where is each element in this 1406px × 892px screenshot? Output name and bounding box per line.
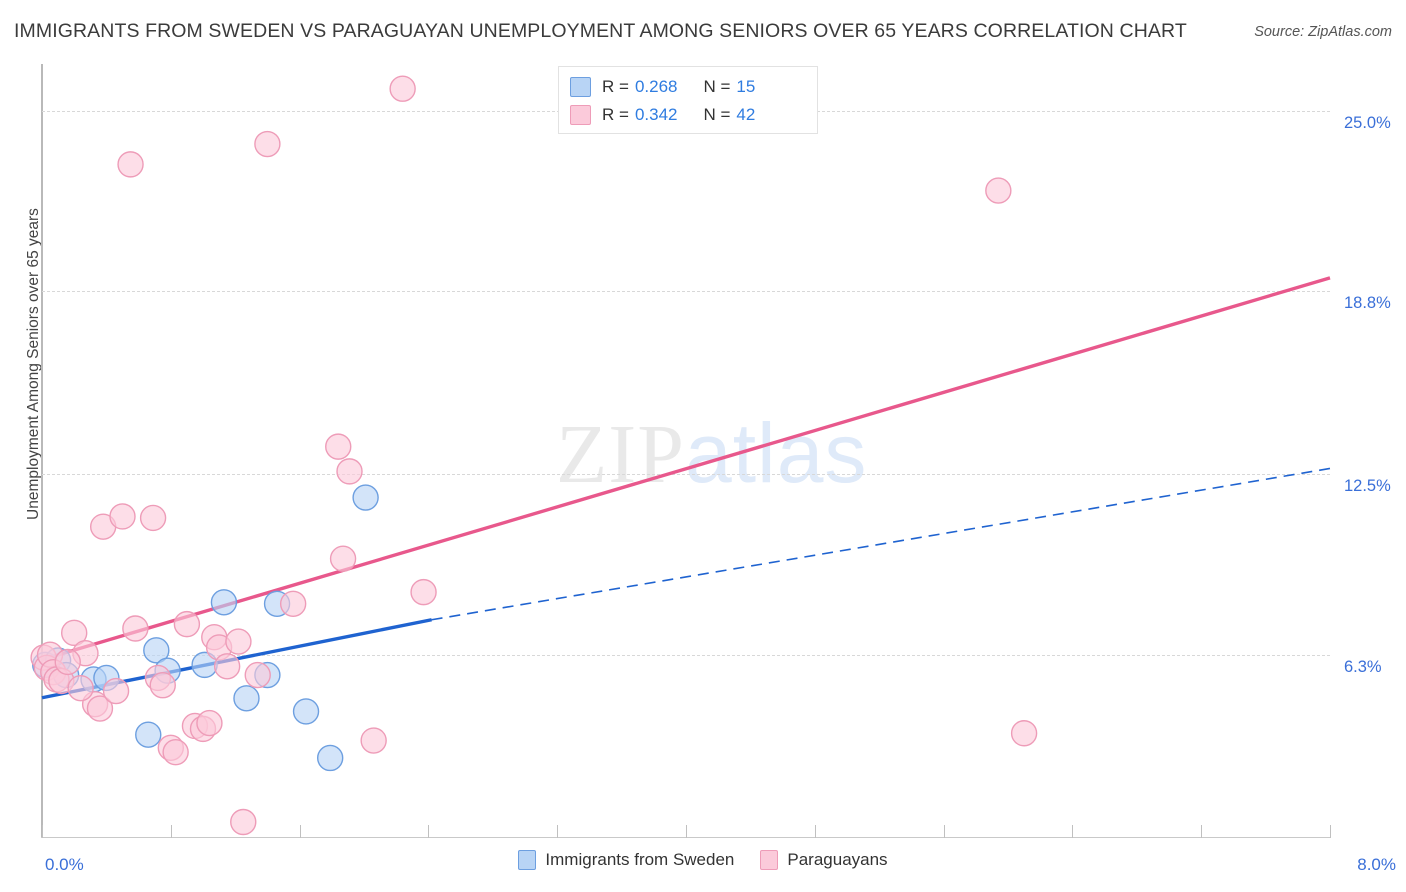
scatter-point (329, 545, 357, 572)
scatter-point (316, 744, 344, 772)
gridline (42, 474, 1330, 476)
legend-item-paraguayans[interactable]: Paraguayans (760, 850, 888, 870)
y-tick-label: 25.0% (1344, 113, 1391, 132)
legend-label-sweden: Immigrants from Sweden (545, 850, 735, 869)
n-value-sweden: 15 (736, 77, 756, 96)
r-value-paraguayans: 0.342 (634, 105, 678, 124)
y-axis-line (41, 64, 43, 838)
gridline (42, 290, 1330, 292)
r-label-paraguayans: R = (602, 105, 629, 124)
correlation-row-paraguayans: R = 0.342 N = 42 (570, 101, 755, 129)
scatter-point (67, 674, 94, 702)
scatter-point (117, 151, 144, 178)
x-tick-mark (557, 825, 559, 838)
page-title: IMMIGRANTS FROM SWEDEN VS PARAGUAYAN UNE… (14, 20, 1187, 42)
scatter-point (225, 628, 252, 655)
scatter-point (196, 709, 223, 737)
scatter-point (233, 685, 260, 712)
r-label-sweden: R = (602, 77, 629, 96)
scatter-point (292, 698, 320, 725)
x-tick-mark (299, 825, 301, 838)
scatter-point (244, 661, 271, 689)
scatter-point (122, 615, 149, 642)
scatter-point (352, 484, 379, 511)
n-value-paraguayans: 42 (736, 105, 756, 124)
source-label: Source: ZipAtlas.com (1254, 24, 1392, 40)
correlation-legend: R = 0.268 N = 15 R = 0.342 N = 42 (558, 66, 818, 134)
scatter-point (213, 653, 241, 680)
y-tick-label: 6.3% (1344, 657, 1382, 676)
scatter-point (210, 589, 238, 616)
scatter-point (109, 503, 136, 530)
scatter-point (230, 808, 257, 836)
scatter-point (389, 75, 416, 102)
scatter-point (86, 695, 114, 722)
n-label-paraguayans: N = (703, 105, 731, 124)
legend-swatch-pink-icon (570, 105, 591, 125)
gridline (42, 654, 1330, 656)
n-label-sweden: N = (703, 77, 731, 96)
scatter-point (985, 177, 1012, 204)
scatter-point (279, 590, 307, 617)
scatter-point (60, 619, 88, 647)
x-tick-mark (814, 825, 816, 838)
x-tick-mark (943, 825, 945, 838)
y-tick-label: 12.5% (1344, 477, 1391, 496)
scatter-point (325, 433, 352, 460)
x-axis-min-label: 0.0% (45, 855, 84, 874)
scatter-point (254, 130, 281, 158)
x-tick-mark (1201, 825, 1203, 838)
x-tick-mark (42, 825, 43, 838)
scatter-point (173, 610, 201, 638)
trendline-solid (41, 276, 1331, 662)
scatter-point (360, 727, 387, 754)
scatter-point (336, 458, 363, 485)
x-tick-mark (1072, 825, 1074, 838)
legend-item-sweden[interactable]: Immigrants from Sweden (518, 850, 734, 870)
x-tick-mark (686, 825, 687, 838)
legend-swatch-blue-icon (570, 77, 591, 97)
y-tick-label: 18.8% (1344, 293, 1391, 312)
legend-color-box-pink-icon (760, 850, 779, 870)
legend-color-box-blue-icon (518, 850, 537, 870)
scatter-point (54, 648, 81, 676)
scatter-point (139, 504, 167, 532)
correlation-row-sweden: R = 0.268 N = 15 (570, 73, 755, 101)
scatter-point (102, 677, 130, 705)
series-legend: Immigrants from Sweden Paraguayans (0, 850, 1406, 870)
scatter-point (1010, 720, 1038, 747)
scatter-point (162, 738, 189, 766)
x-tick-mark (1330, 825, 1331, 838)
r-value-sweden: 0.268 (634, 77, 678, 96)
x-tick-mark (428, 825, 430, 838)
scatter-point (410, 578, 437, 606)
trendline-dashed (431, 467, 1331, 621)
legend-label-paraguayans: Paraguayans (787, 850, 888, 869)
x-tick-mark (170, 825, 172, 838)
x-axis-max-label: 8.0% (1357, 855, 1396, 874)
scatter-point (149, 672, 176, 699)
scatter-point (135, 721, 162, 748)
scatter-point (143, 637, 170, 664)
